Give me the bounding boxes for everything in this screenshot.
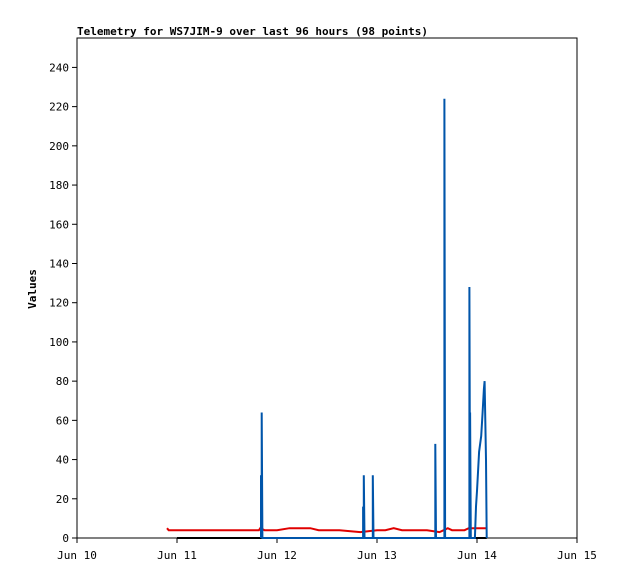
y-tick-label: 40	[56, 454, 69, 467]
x-tick-label: Jun 13	[357, 549, 397, 562]
x-tick-label: Jun 12	[257, 549, 297, 562]
y-axis-label: Values	[26, 269, 39, 309]
y-tick-label: 200	[49, 140, 69, 153]
x-tick-label: Jun 15	[557, 549, 597, 562]
series-red-line	[166, 526, 488, 534]
y-tick-label: 180	[49, 179, 69, 192]
y-tick-label: 160	[49, 218, 69, 231]
y-tick-label: 140	[49, 257, 69, 270]
y-tick-label: 120	[49, 297, 69, 310]
x-tick-label: Jun 14	[457, 549, 497, 562]
series-blue-line	[260, 98, 488, 539]
chart-title: Telemetry for WS7JIM-9 over last 96 hour…	[77, 25, 428, 38]
y-axis: 0 20 40 60 80 100 120 140 160 180 200 220 240	[49, 61, 77, 545]
y-tick-label: 220	[49, 101, 69, 114]
x-tick-label: Jun 11	[157, 549, 197, 562]
plot-frame	[76, 37, 578, 539]
series-layer	[166, 98, 488, 539]
y-tick-label: 240	[49, 61, 69, 74]
y-tick-label: 20	[56, 493, 69, 506]
x-tick-label: Jun 10	[57, 549, 97, 562]
y-tick-label: 60	[56, 414, 69, 427]
y-tick-label: 100	[49, 336, 69, 349]
y-tick-label: 0	[62, 532, 69, 545]
x-axis: Jun 10 Jun 11 Jun 12 Jun 13 Jun 14 Jun 15	[57, 538, 597, 562]
y-tick-label: 80	[56, 375, 69, 388]
